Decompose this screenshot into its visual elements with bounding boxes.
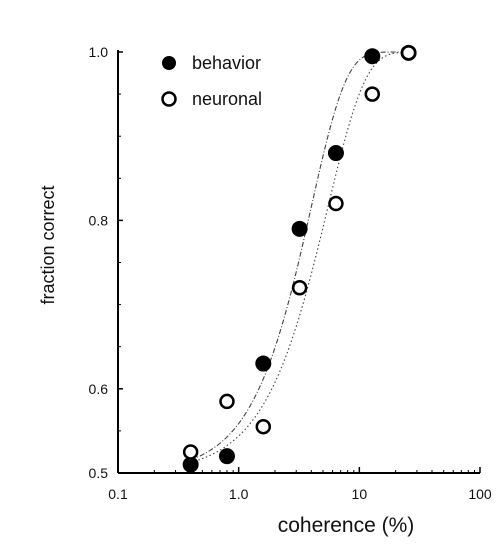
axes [117, 50, 480, 474]
data-point-behavior [182, 456, 199, 473]
fit-curve-neuronal [190, 51, 409, 463]
y-tick-label: 1.0 [89, 44, 109, 60]
legend-label-neuronal: neuronal [192, 89, 262, 109]
data-point-behavior [291, 220, 308, 237]
data-point-neuronal [255, 418, 272, 435]
x-tick-label: 0.1 [108, 486, 128, 502]
legend-marker-behavior [162, 56, 176, 70]
data-point-neuronal [364, 86, 381, 102]
data-point-neuronal [182, 444, 199, 460]
x-axis-title: coherence (%) [278, 514, 415, 537]
data-point-neuronal [219, 393, 235, 410]
legend: behavior neuronal [161, 53, 262, 109]
data-point-behavior [255, 355, 272, 372]
y-axis-title: fraction correct [38, 185, 58, 304]
data-point-behavior [327, 145, 344, 162]
axis-ticks: 0.5 0.6 0.8 1.0 0.1 1.0 10 100 [89, 44, 492, 502]
y-tick-label: 0.8 [89, 212, 109, 228]
data-points [182, 44, 417, 473]
x-tick-label: 1.0 [229, 486, 249, 502]
data-point-neuronal [328, 195, 344, 212]
y-tick-label: 0.6 [89, 381, 109, 397]
data-point-neuronal [291, 280, 308, 296]
legend-marker-neuronal [161, 91, 177, 107]
legend-label-behavior: behavior [192, 53, 261, 73]
data-point-behavior [218, 448, 235, 465]
data-point-neuronal [400, 45, 417, 61]
x-tick-label: 100 [468, 486, 492, 502]
y-tick-label: 0.5 [89, 465, 109, 481]
data-point-behavior [364, 48, 381, 65]
x-tick-label: 10 [352, 486, 368, 502]
